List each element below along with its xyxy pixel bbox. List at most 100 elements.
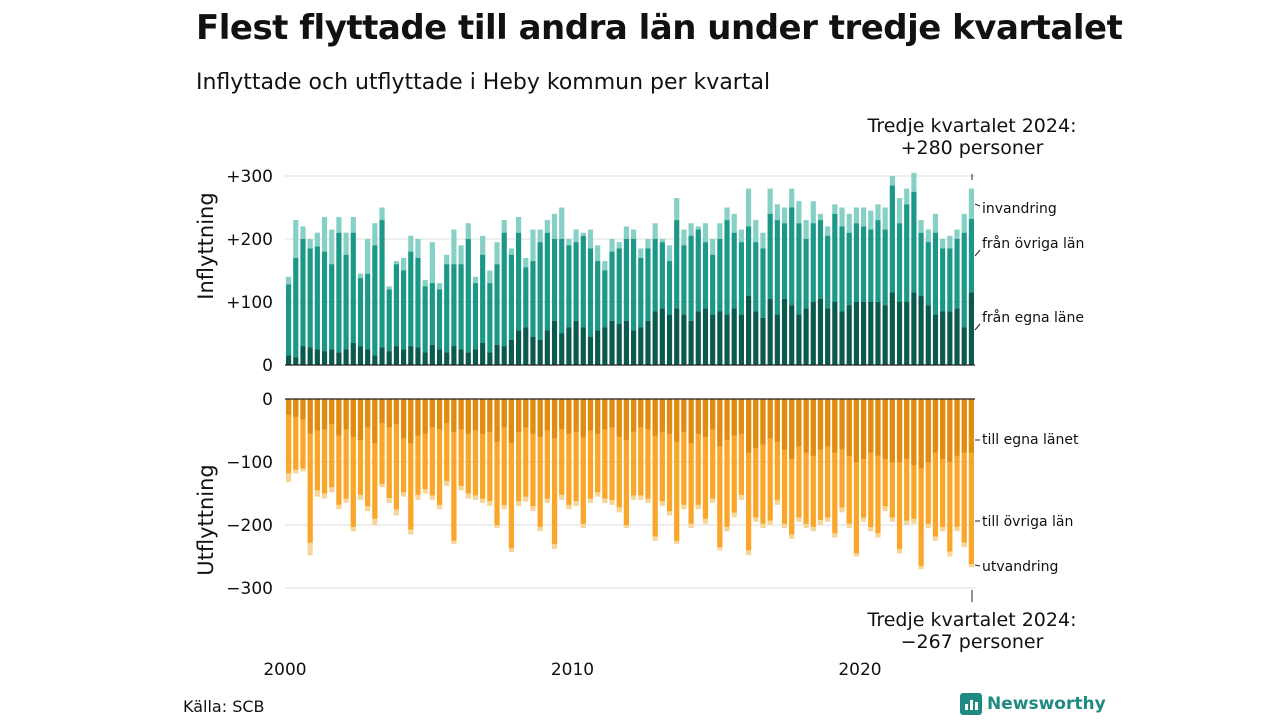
bar-in-invandring — [544, 220, 550, 233]
bar-in-egna-lan — [911, 292, 917, 365]
bar-in-egna-lan — [350, 342, 356, 365]
bar-in-invandring — [968, 188, 974, 219]
bar-in-invandring — [436, 283, 443, 290]
x-tick-label: 2000 — [263, 660, 306, 680]
bar-out-egna-lan — [616, 399, 622, 437]
bar-out-egna-lan — [918, 399, 924, 469]
bar-out-egna-lan — [602, 399, 608, 430]
bar-in-egna-lan — [710, 314, 716, 365]
bar-out-ovriga-lan — [293, 399, 299, 470]
bar-in-ovriga-lan — [940, 248, 946, 312]
bar-out-egna-lan — [674, 399, 680, 442]
bar-in-ovriga-lan — [480, 254, 486, 343]
bar-in-invandring — [904, 188, 910, 205]
bar-in-egna-lan — [688, 320, 694, 365]
bar-in-ovriga-lan — [501, 232, 507, 347]
bar-in-invandring — [911, 172, 917, 192]
bar-out-ovriga-lan — [602, 399, 608, 499]
bar-out-egna-lan — [293, 399, 299, 417]
bar-out-egna-lan — [573, 399, 579, 432]
bar-in-invandring — [616, 242, 622, 249]
bar-out-egna-lan — [781, 399, 788, 450]
bar-in-egna-lan — [832, 302, 838, 365]
bar-in-ovriga-lan — [307, 248, 313, 348]
bar-in-ovriga-lan — [796, 223, 802, 315]
bar-out-egna-lan — [350, 399, 356, 437]
bar-in-ovriga-lan — [868, 229, 874, 302]
bar-in-egna-lan — [846, 305, 852, 365]
bar-out-egna-lan — [365, 399, 371, 428]
bar-out-egna-lan — [652, 399, 658, 436]
bar-in-ovriga-lan — [932, 232, 939, 315]
bar-out-egna-lan — [458, 399, 464, 430]
bar-in-ovriga-lan — [925, 242, 931, 306]
bar-out-ovriga-lan — [587, 399, 594, 499]
bar-out-egna-lan — [286, 399, 292, 415]
chart-title: Flest flyttade till andra län under tred… — [196, 8, 1123, 48]
bar-in-ovriga-lan — [968, 218, 974, 293]
bar-in-invandring — [444, 254, 450, 265]
bar-in-ovriga-lan — [544, 232, 550, 331]
bar-out-egna-lan — [494, 399, 500, 442]
bar-out-egna-lan — [314, 399, 320, 431]
bar-in-ovriga-lan — [638, 257, 644, 328]
bar-in-egna-lan — [904, 302, 910, 365]
bar-in-egna-lan — [817, 298, 824, 365]
bar-out-egna-lan — [961, 399, 967, 453]
bar-out-egna-lan — [760, 399, 766, 445]
bar-in-invandring — [566, 239, 572, 246]
bar-in-egna-lan — [444, 352, 450, 365]
bar-in-ovriga-lan — [321, 251, 328, 352]
bar-out-ovriga-lan — [595, 399, 601, 493]
bar-out-ovriga-lan — [932, 399, 939, 537]
bar-in-invandring — [516, 216, 522, 233]
bar-in-ovriga-lan — [372, 245, 378, 356]
bar-in-egna-lan — [853, 302, 859, 365]
bar-out-egna-lan — [695, 399, 701, 434]
bar-in-invandring — [472, 276, 479, 284]
bar-in-egna-lan — [487, 352, 493, 365]
bar-in-egna-lan — [674, 308, 680, 365]
bar-in-invandring — [789, 188, 795, 208]
bar-in-ovriga-lan — [537, 242, 543, 340]
bar-in-invandring — [551, 213, 558, 239]
bar-out-ovriga-lan — [472, 399, 479, 496]
bar-out-egna-lan — [868, 399, 874, 453]
bar-in-ovriga-lan — [652, 239, 658, 312]
bar-in-invandring — [652, 223, 658, 239]
bar-in-ovriga-lan — [458, 264, 464, 350]
bar-in-ovriga-lan — [379, 220, 385, 348]
bar-out-ovriga-lan — [379, 399, 385, 485]
bar-in-invandring — [307, 239, 313, 249]
bar-out-egna-lan — [839, 399, 845, 450]
bar-in-egna-lan — [544, 330, 550, 365]
bar-in-invandring — [724, 207, 730, 221]
bar-in-invandring — [940, 239, 946, 249]
brand-logo: Newsworthy — [960, 693, 1106, 715]
bar-out-ovriga-lan — [817, 399, 824, 520]
bar-in-ovriga-lan — [300, 239, 306, 347]
bar-in-invandring — [861, 207, 867, 227]
bar-in-egna-lan — [616, 324, 622, 365]
bar-out-egna-lan — [882, 399, 888, 459]
bar-in-egna-lan — [810, 302, 816, 365]
bar-in-invandring — [623, 226, 629, 239]
bar-out-ovriga-lan — [746, 399, 752, 551]
bar-in-egna-lan — [365, 349, 371, 365]
bar-out-egna-lan — [566, 399, 572, 434]
bar-out-egna-lan — [717, 399, 723, 447]
bar-out-ovriga-lan — [767, 399, 773, 521]
bar-in-ovriga-lan — [882, 229, 888, 306]
bar-in-ovriga-lan — [853, 223, 859, 302]
bar-out-ovriga-lan — [940, 399, 946, 527]
bar-in-egna-lan — [746, 295, 752, 365]
x-tick-label: 2010 — [551, 660, 594, 680]
bar-in-invandring — [702, 223, 709, 243]
bar-in-egna-lan — [731, 308, 737, 365]
bar-in-egna-lan — [861, 302, 867, 365]
bar-in-egna-lan — [508, 339, 514, 365]
bar-in-invandring — [645, 239, 651, 249]
bar-in-ovriga-lan — [681, 245, 687, 315]
bar-in-invandring — [537, 229, 543, 243]
